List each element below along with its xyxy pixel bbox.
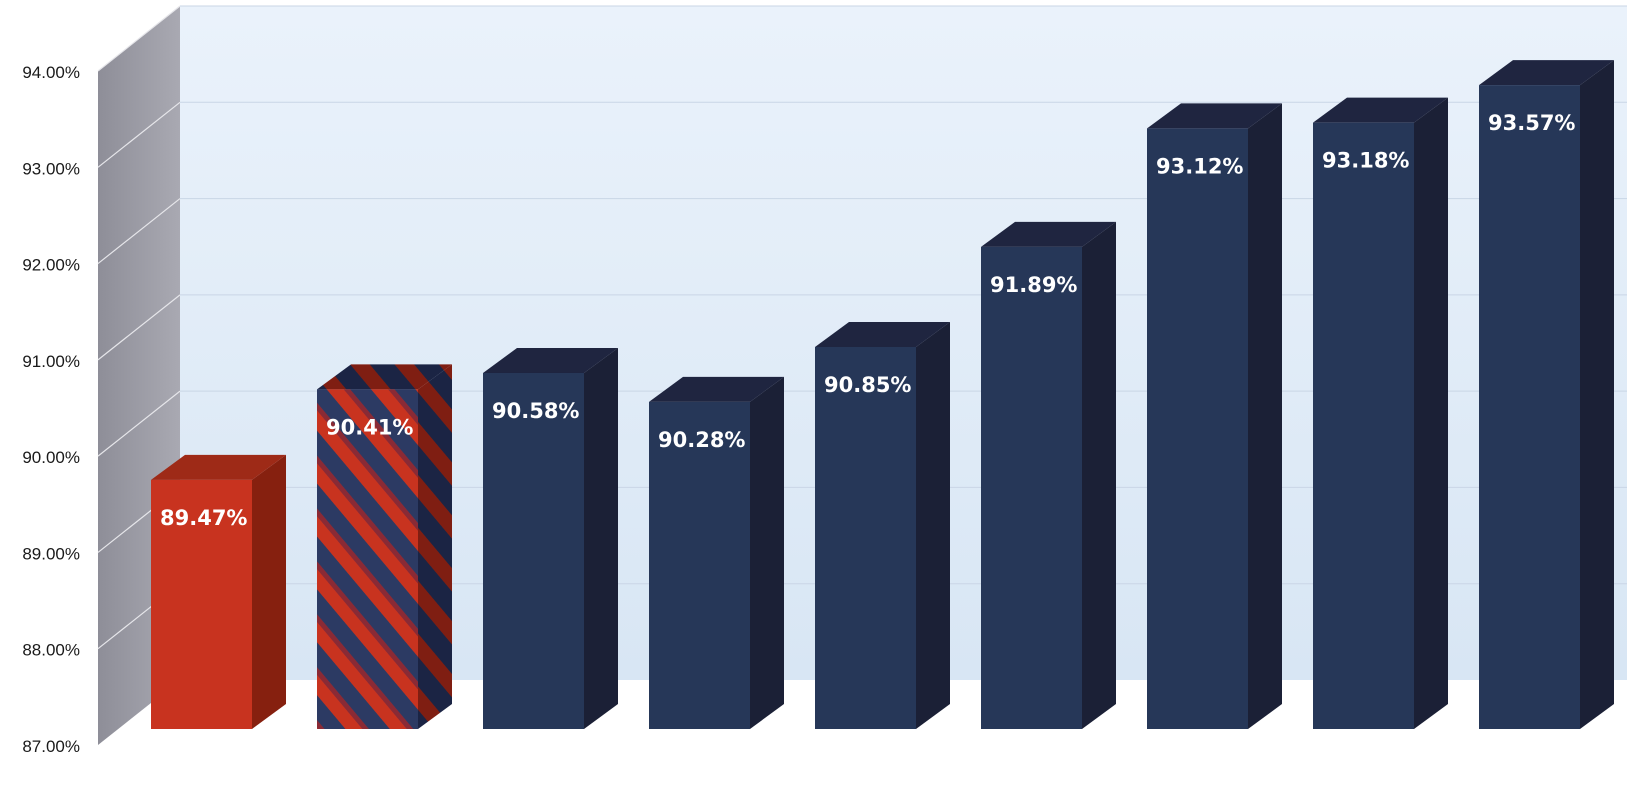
bar-front — [649, 401, 750, 729]
bar-side — [584, 347, 618, 729]
gridline-side — [97, 198, 181, 265]
y-tick-label: 90.00% — [22, 448, 80, 467]
gridline-side — [97, 101, 181, 168]
bar-side — [1414, 97, 1448, 729]
bar-top — [483, 347, 618, 373]
bar-top — [649, 376, 784, 402]
bar-front — [815, 347, 916, 729]
y-tick-label: 94.00% — [22, 63, 80, 82]
y-tick-label: 89.00% — [22, 544, 80, 563]
bar-value-label: 90.85% — [824, 373, 911, 397]
y-tick-label: 91.00% — [22, 352, 80, 371]
bar-value-label: 89.47% — [160, 506, 247, 530]
bar-top — [981, 221, 1116, 247]
bar: 89.47% — [151, 454, 286, 729]
bar-value-label: 93.18% — [1322, 149, 1409, 173]
bar-value-label: 93.57% — [1488, 111, 1575, 135]
bar-front — [981, 246, 1082, 729]
y-tick-label: 92.00% — [22, 256, 80, 275]
bar: 93.12% — [1147, 103, 1282, 730]
y-tick-label: 88.00% — [22, 641, 80, 660]
bar: 90.41% — [317, 364, 452, 729]
bar-top — [151, 454, 286, 480]
bar-value-label: 90.41% — [326, 415, 413, 439]
bar: 90.58% — [483, 347, 618, 729]
bar-value-label: 90.58% — [492, 399, 579, 423]
bar-side — [1248, 103, 1282, 730]
bar-side — [916, 322, 950, 729]
bar-front — [1313, 122, 1414, 729]
bar: 93.57% — [1479, 60, 1614, 730]
bar-front — [1479, 85, 1580, 730]
y-tick-label: 93.00% — [22, 159, 80, 178]
bar: 90.85% — [815, 322, 950, 729]
bar-side — [1580, 60, 1614, 730]
bar-top — [1147, 103, 1282, 129]
bar-front — [1147, 128, 1248, 730]
bar-value-label: 90.28% — [658, 428, 745, 452]
bar-side — [1082, 221, 1116, 729]
gridline-side — [97, 390, 181, 457]
bar: 90.28% — [649, 376, 784, 729]
bar-value-label: 91.89% — [990, 273, 1077, 297]
bar-front — [317, 389, 418, 729]
bar: 91.89% — [981, 221, 1116, 729]
bar-top — [815, 322, 950, 347]
bar: 93.18% — [1313, 97, 1448, 729]
bar-side — [418, 364, 452, 729]
bar-front — [151, 479, 252, 729]
bar-top — [1313, 97, 1448, 123]
gridline-side — [97, 294, 181, 361]
bars: 89.47% 90.41% 90.58% 90.28% 90.85% 91.89% 93.1… — [151, 60, 1614, 730]
bar-front — [483, 372, 584, 729]
bar-side — [750, 376, 784, 729]
bar-top — [1479, 60, 1614, 86]
y-axis: 87.00% 88.00% 89.00% 90.00% 91.00% 92.00% 93.0… — [22, 63, 80, 756]
gridline-side — [97, 5, 181, 72]
y-tick-label: 87.00% — [22, 737, 80, 756]
bar-value-label: 93.12% — [1156, 154, 1243, 178]
bar-side — [252, 454, 286, 729]
bar-top — [317, 364, 452, 390]
